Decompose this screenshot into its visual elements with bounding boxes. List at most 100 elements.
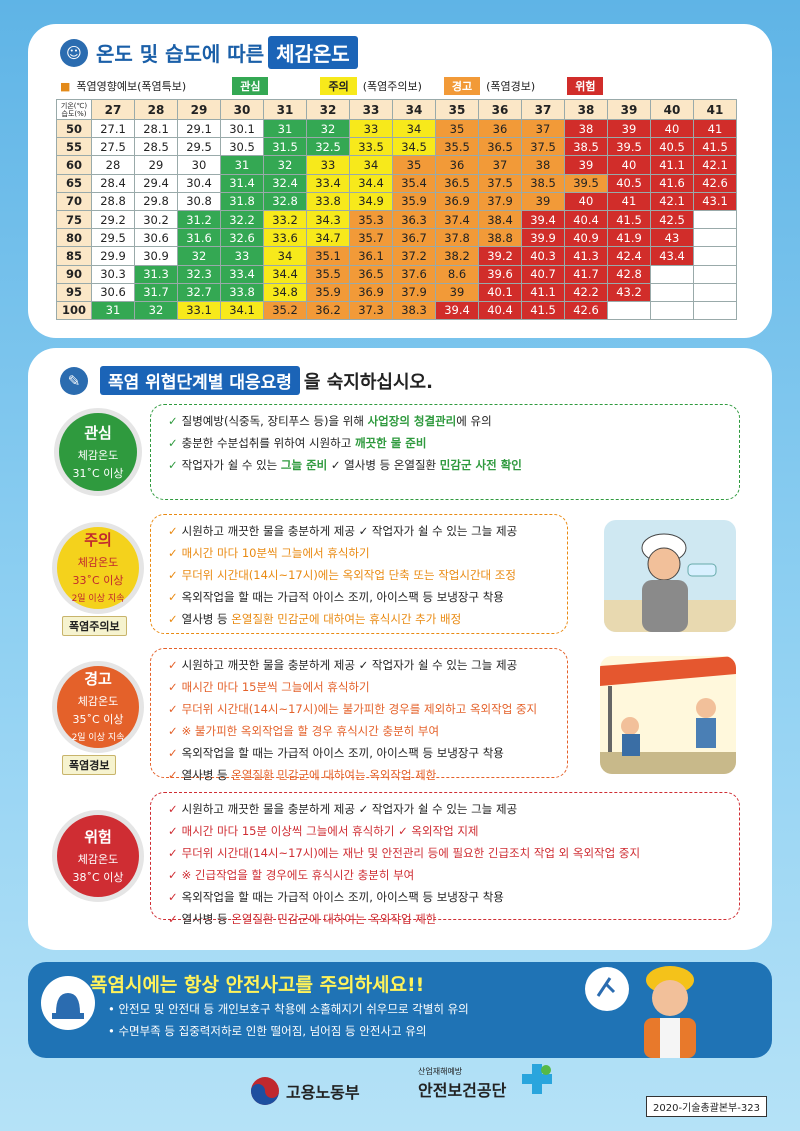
action-text: 민감군 사전 확인 bbox=[439, 458, 522, 472]
heat-index-cell: 41.1 bbox=[521, 282, 565, 302]
table-row: 85 29.9 30.9 32 33 34 35.1 36.1 37.2 38.2 39.2 40.3… bbox=[56, 246, 737, 266]
heat-index-table: 기온(℃) 습도(%) 27 28 29 30 31 32 33 34 35 36 37 38 39 40 4… bbox=[56, 99, 737, 321]
humidity-cell: 60 bbox=[56, 155, 92, 175]
heat-index-cell: 36.1 bbox=[349, 246, 393, 266]
safety-worker-character bbox=[644, 966, 696, 1058]
humidity-cell: 55 bbox=[56, 137, 92, 157]
action-item: ✓ 옥외작업을 할 때는 가급적 아이스 조끼, 아이스팩 등 보냉장구 착용 bbox=[168, 586, 517, 608]
heat-index-cell: 37.9 bbox=[392, 282, 436, 302]
action-text: 작업자가 쉴 수 있는 bbox=[181, 458, 281, 472]
check-icon: ✓ bbox=[168, 824, 178, 838]
humidity-cell: 95 bbox=[56, 282, 92, 302]
heat-index-cell: 41.7 bbox=[564, 264, 608, 284]
heat-index-cell: 38.4 bbox=[478, 209, 522, 230]
sitting-worker-head bbox=[621, 717, 639, 735]
heat-index-cell: 32.5 bbox=[306, 137, 350, 157]
safety-banner-line-1: • 안전모 및 안전대 등 개인보호구 착용에 소홀해지기 쉬우므로 각별히 유… bbox=[108, 1002, 469, 1016]
heat-index-cell: 34.8 bbox=[263, 282, 307, 302]
heat-index-cell: 39 bbox=[607, 118, 651, 139]
table-row: 95 30.6 31.7 32.7 33.8 34.8 35.9 36.9 37.9 39 40.1… bbox=[56, 282, 737, 302]
action-item: ✓ 시원하고 깨끗한 물을 충분하게 제공 ✓ 작업자가 쉴 수 있는 그늘 제공 bbox=[168, 520, 517, 542]
heat-index-cell: 42.6 bbox=[693, 173, 737, 193]
heat-index-cell: 35.9 bbox=[306, 282, 350, 302]
heat-index-cell: 33 bbox=[349, 118, 393, 139]
heat-index-cell: 29.8 bbox=[134, 191, 178, 211]
heat-index-cell: 42.1 bbox=[650, 191, 694, 211]
action-item: ✓ 충분한 수분섭취를 위하여 시원하고 깨끗한 물 준비 bbox=[168, 432, 522, 454]
action-text: 옥외작업을 할 때는 가급적 아이스 조끼, 아이스팩 등 보냉장구 착용 bbox=[181, 590, 504, 604]
heat-index-cell: 32.4 bbox=[263, 173, 307, 193]
heat-index-cell: 39.2 bbox=[478, 246, 522, 266]
check-icon: ✓ bbox=[168, 890, 178, 904]
heat-index-cell: 35 bbox=[435, 118, 479, 139]
shade-rest-illustration bbox=[600, 656, 736, 774]
table-row: 70 28.8 29.8 30.8 31.8 32.8 33.8 34.9 35.9 36.9 37… bbox=[56, 191, 737, 211]
check-icon: ✓ bbox=[168, 524, 178, 538]
heat-index-cell bbox=[650, 264, 694, 284]
table-row: 55 27.5 28.5 29.5 30.5 31.5 32.5 33.5 34.5 35.5 36… bbox=[56, 137, 737, 157]
heat-index-cell: 37.5 bbox=[521, 137, 565, 157]
taegeuk-icon bbox=[251, 1077, 279, 1105]
temp-header: 36 bbox=[478, 99, 522, 120]
heat-index-cell: 34 bbox=[349, 155, 393, 175]
heat-index-cell: 30.6 bbox=[91, 282, 135, 302]
action-item: ✓ 열사병 등 온열질환 민감군에 대하여는 휴식시간 추가 배정 bbox=[168, 608, 517, 630]
heat-index-cell: 31.4 bbox=[220, 173, 264, 193]
heat-index-cell: 32.8 bbox=[263, 191, 307, 211]
level-criterion-value: 38˚C 이상 bbox=[72, 870, 124, 884]
heat-index-cell: 38 bbox=[521, 155, 565, 175]
heat-index-cell: 33.8 bbox=[306, 191, 350, 211]
heat-index-cell: 40.7 bbox=[521, 264, 565, 284]
section2-title-text: 을 숙지하십시오. bbox=[303, 371, 433, 393]
heat-index-cell: 35.1 bbox=[306, 246, 350, 266]
action-text: 질병예방(식중독, 장티푸스 등)을 위해 bbox=[181, 414, 368, 428]
section1-title: ☺ 온도 및 습도에 따른 체감온도 bbox=[60, 36, 358, 69]
heat-index-cell bbox=[650, 282, 694, 302]
heat-index-cell: 28.4 bbox=[91, 173, 135, 193]
check-icon: ✓ bbox=[168, 724, 178, 738]
heat-index-cell: 27.1 bbox=[91, 118, 135, 139]
action-text: 그늘 준비 bbox=[280, 458, 328, 472]
humidity-cell: 90 bbox=[56, 264, 92, 284]
temp-header: 29 bbox=[177, 99, 221, 120]
heat-index-cell bbox=[693, 300, 737, 321]
heat-index-cell: 28.1 bbox=[134, 118, 178, 139]
heat-index-cell: 38.8 bbox=[478, 228, 522, 248]
heat-index-cell: 37.9 bbox=[478, 191, 522, 211]
humidity-cell: 70 bbox=[56, 191, 92, 211]
level-box bbox=[150, 514, 568, 634]
heat-index-cell: 29.4 bbox=[134, 173, 178, 193]
heat-index-cell: 42.2 bbox=[564, 282, 608, 302]
level-action-list: ✓ 질병예방(식중독, 장티푸스 등)을 위해 사업장의 청결관리에 유의 ✓ 충분한… bbox=[168, 410, 522, 476]
table-row: 80 29.5 30.6 31.6 32.6 33.6 34.7 35.7 36.7 37.8 38… bbox=[56, 228, 737, 248]
heat-index-cell: 31.2 bbox=[177, 209, 221, 230]
heat-index-cell: 8.6 bbox=[435, 264, 479, 284]
falling-hazard-icon bbox=[585, 967, 629, 1011]
check-icon: ✓ bbox=[168, 802, 178, 816]
heat-index-cell: 29.5 bbox=[91, 228, 135, 248]
level-circle: 관심 체감온도 31˚C 이상 bbox=[54, 408, 142, 496]
legend-warning: 경고 bbox=[443, 77, 481, 95]
kosha-name: 안전보건공단 bbox=[418, 1081, 507, 1100]
heat-index-cell: 42.6 bbox=[564, 300, 608, 321]
heat-index-cell: 41.5 bbox=[521, 300, 565, 321]
action-text: ✓ 옥외작업 지제 bbox=[394, 824, 479, 838]
heat-index-cell: 30.9 bbox=[134, 246, 178, 266]
heat-index-cell: 42.1 bbox=[693, 155, 737, 175]
level-circle: 주의 체감온도 33˚C 이상 2일 이상 지속 bbox=[52, 522, 144, 614]
heat-index-cell bbox=[650, 300, 694, 321]
heat-index-cell bbox=[607, 300, 651, 321]
check-icon: ✓ bbox=[168, 436, 178, 450]
heat-index-cell: 41.5 bbox=[607, 209, 651, 230]
heat-index-cell: 37.8 bbox=[435, 228, 479, 248]
heat-index-cell: 30.2 bbox=[134, 209, 178, 230]
heat-index-cell: 43.1 bbox=[693, 191, 737, 211]
heat-index-cell: 33 bbox=[306, 155, 350, 175]
heat-index-cell: 38.3 bbox=[392, 300, 436, 321]
worker-face bbox=[647, 547, 681, 581]
action-text: 시원하고 깨끗한 물을 충분하게 제공 ✓ 작업자가 쉴 수 있는 그늘 제공 bbox=[181, 658, 518, 672]
level-box bbox=[150, 404, 740, 500]
heat-index-cell: 31.3 bbox=[134, 264, 178, 284]
section1-title-highlight: 체감온도 bbox=[268, 36, 358, 69]
level-criterion-value: 33˚C 이상 bbox=[72, 573, 124, 587]
